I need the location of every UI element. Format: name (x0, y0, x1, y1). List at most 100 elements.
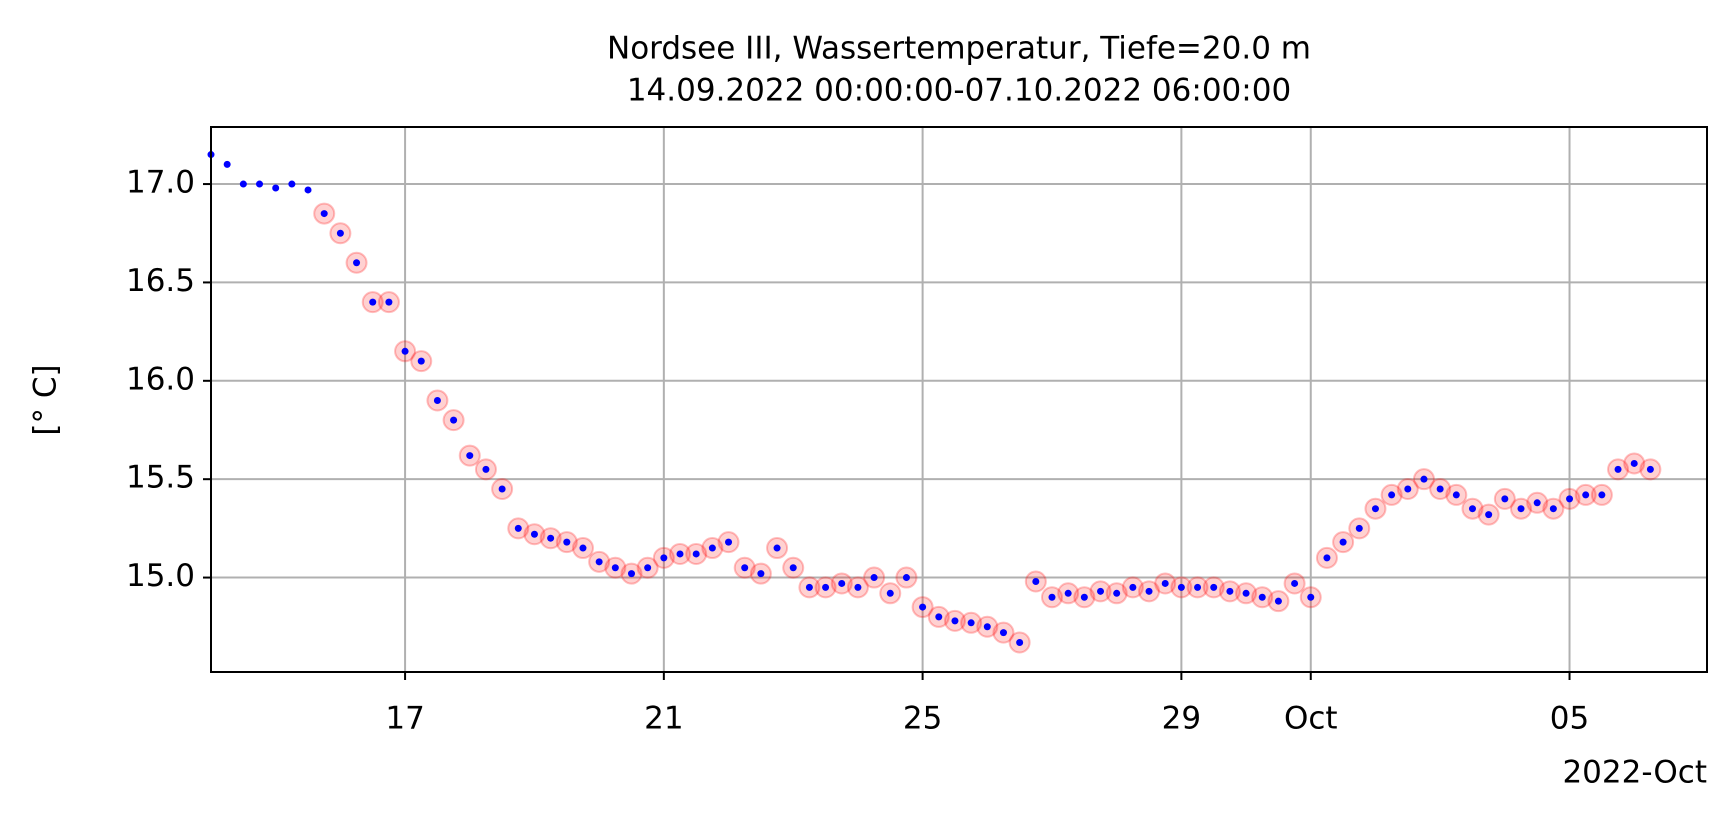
y-tick-label: 17.0 (126, 165, 195, 201)
data-point (611, 564, 619, 572)
data-point (1258, 593, 1266, 601)
data-point (1566, 495, 1574, 503)
data-point (1646, 465, 1654, 473)
data-point (1064, 589, 1072, 597)
data-point (1113, 589, 1121, 597)
data-point (886, 589, 894, 597)
data-point (223, 160, 231, 168)
data-point (1339, 538, 1347, 546)
data-point (983, 623, 991, 631)
data-point (466, 452, 474, 460)
data-point (1630, 459, 1638, 467)
data-point (369, 298, 377, 306)
data-point (547, 534, 555, 542)
data-point (1323, 554, 1331, 562)
x-tick-label: 05 (1550, 701, 1589, 737)
data-point (1598, 491, 1606, 499)
data-point (805, 583, 813, 591)
data-point (1614, 465, 1622, 473)
data-point (450, 416, 458, 424)
data-point (1404, 485, 1412, 493)
data-point (1242, 589, 1250, 597)
data-point (627, 570, 635, 578)
data-point (1452, 491, 1460, 499)
data-point (951, 617, 959, 625)
grid (211, 127, 1707, 672)
plot-frame (210, 126, 1708, 673)
data-point (789, 564, 797, 572)
data-point (1485, 511, 1493, 519)
data-point (935, 613, 943, 621)
x-tick-label: 29 (1162, 701, 1201, 737)
chart-title: Nordsee III, Wassertemperatur, Tiefe=20.… (607, 31, 1311, 67)
data-point (1501, 495, 1509, 503)
data-point (967, 619, 975, 627)
data-point (1468, 505, 1476, 513)
data-point (530, 530, 538, 538)
data-point (256, 180, 264, 188)
x-tick-label: Oct (1284, 701, 1338, 737)
data-point (433, 396, 441, 404)
data-point (320, 210, 328, 218)
data-point (239, 180, 247, 188)
data-point (1210, 583, 1218, 591)
data-point (288, 180, 296, 188)
data-point (1549, 505, 1557, 513)
data-point (498, 485, 506, 493)
data-point (272, 184, 280, 192)
data-point (1226, 587, 1234, 595)
data-point (401, 347, 409, 355)
data-point (595, 558, 603, 566)
data-point (1032, 577, 1040, 585)
data-point (757, 570, 765, 578)
data-point (1194, 583, 1202, 591)
y-tick-label: 15.0 (126, 558, 195, 594)
data-point (1177, 583, 1185, 591)
data-point (385, 298, 393, 306)
data-point (676, 550, 684, 558)
data-point (919, 603, 927, 611)
y-axis-label: [° C] (28, 364, 64, 435)
data-point (579, 544, 587, 552)
data-point (999, 629, 1007, 637)
data-point (870, 574, 878, 582)
x-offset-label: 2022-Oct (1562, 755, 1707, 791)
data-point (1582, 491, 1590, 499)
data-point (1371, 505, 1379, 513)
data-point (353, 259, 361, 267)
data-point (692, 550, 700, 558)
data-point (725, 538, 733, 546)
data-point (741, 564, 749, 572)
data-point (1161, 579, 1169, 587)
data-point (1388, 491, 1396, 499)
data-point (773, 544, 781, 552)
data-point (838, 579, 846, 587)
data-point (1533, 499, 1541, 507)
data-point (854, 583, 862, 591)
data-point (417, 357, 425, 365)
data-point (482, 465, 490, 473)
data-point (1145, 587, 1153, 595)
data-point (822, 583, 830, 591)
y-tick-label: 15.5 (126, 460, 195, 496)
data-point (1274, 597, 1282, 605)
data-point (1355, 524, 1363, 532)
data-point (1307, 593, 1315, 601)
data-point (1517, 505, 1525, 513)
data-point (1080, 593, 1088, 601)
y-tick-label: 16.5 (126, 263, 195, 299)
x-tick-label: 25 (903, 701, 942, 737)
data-point (1420, 475, 1428, 483)
data-point (336, 229, 344, 237)
data-point (902, 574, 910, 582)
data-point (514, 524, 522, 532)
data-point (563, 538, 571, 546)
data-point (304, 186, 312, 194)
data-point (708, 544, 716, 552)
data-point (1436, 485, 1444, 493)
y-tick-label: 16.0 (126, 361, 195, 397)
x-tick-label: 21 (644, 701, 683, 737)
data-point (1048, 593, 1056, 601)
